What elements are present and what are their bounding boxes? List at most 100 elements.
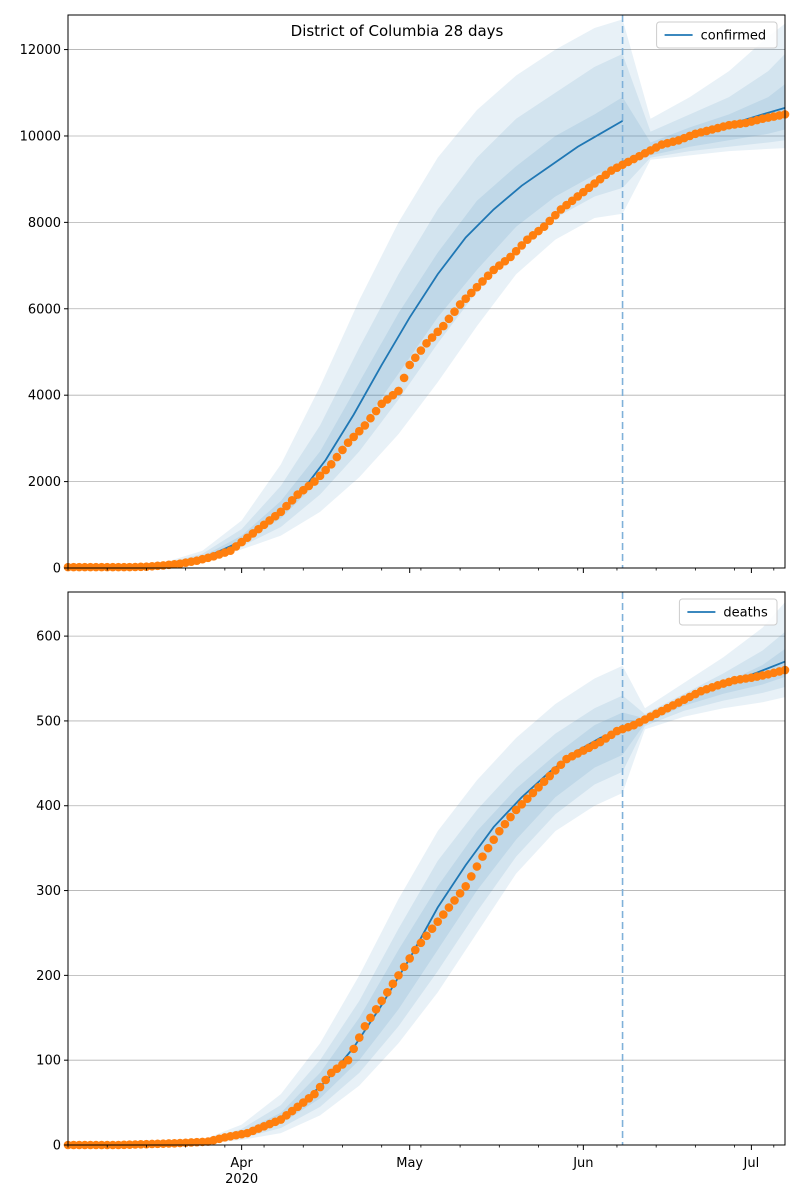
observed-point: [371, 406, 381, 416]
y-tick-label: 100: [36, 1054, 61, 1069]
observed-point: [439, 321, 448, 331]
observed-point: [444, 314, 454, 324]
legend: confirmed: [656, 21, 778, 49]
observed-point: [472, 862, 482, 871]
observed-point: [433, 327, 443, 337]
observed-point: [467, 288, 476, 298]
observed-point: [489, 835, 499, 844]
observed-point: [343, 1055, 353, 1065]
observed-point: [349, 1044, 358, 1054]
observed-point: [332, 452, 342, 462]
observed-point: [483, 843, 493, 853]
observed-point: [455, 889, 465, 898]
observed-point: [310, 1089, 319, 1099]
x-tick-label: Jun: [572, 1156, 593, 1171]
observed-point: [506, 252, 515, 262]
observed-point: [517, 800, 527, 809]
observed-point: [399, 962, 409, 972]
observed-point: [433, 917, 443, 926]
observed-point: [394, 971, 403, 980]
observed-point: [349, 432, 358, 442]
observed-point: [282, 501, 291, 511]
observed-point: [539, 222, 549, 231]
y-tick-label: 8000: [28, 216, 61, 231]
observed-point: [511, 246, 521, 256]
observed-point: [478, 852, 487, 861]
observed-point: [422, 931, 431, 941]
legend-label: confirmed: [701, 29, 767, 44]
x-tick-label: May: [396, 1156, 423, 1171]
confidence-band-outer: [622, 602, 785, 794]
observed-point: [472, 282, 482, 292]
observed-point: [495, 826, 504, 836]
y-tick-label: 2000: [28, 475, 61, 490]
observed-point: [371, 1004, 381, 1014]
y-tick-label: 300: [36, 884, 61, 899]
observed-point: [506, 812, 515, 822]
observed-point: [427, 333, 437, 342]
confidence-band-middle: [622, 631, 785, 772]
confidence-band-outer: [68, 665, 623, 1145]
observed-point: [551, 210, 560, 220]
observed-point: [551, 766, 560, 775]
confidence-band-inner: [68, 97, 623, 568]
observed-point: [450, 307, 459, 316]
x-tick-sublabel: 2020: [225, 1172, 258, 1187]
observed-point: [310, 477, 319, 486]
observed-point: [321, 465, 330, 475]
y-tick-label: 4000: [28, 389, 61, 404]
y-tick-label: 600: [36, 630, 61, 645]
observed-point: [523, 794, 532, 803]
axes-frame: [67, 14, 786, 569]
observed-point: [287, 496, 297, 505]
observed-point: [354, 1033, 364, 1042]
y-tick-label: 6000: [28, 302, 61, 317]
observed-point: [427, 924, 437, 934]
observed-point: [394, 386, 403, 396]
observed-point: [467, 872, 476, 881]
y-tick-label: 0: [53, 562, 61, 577]
observed-point: [343, 438, 353, 448]
observed-point: [511, 805, 521, 815]
observed-point: [422, 339, 431, 348]
observed-point: [483, 271, 493, 280]
x-tick-label: Apr: [230, 1156, 253, 1171]
observed-point: [366, 1013, 375, 1023]
y-tick-label: 0: [53, 1139, 61, 1154]
legend-label: deaths: [723, 606, 768, 621]
chart-title: District of Columbia 28 days: [291, 22, 504, 40]
observed-point: [545, 771, 555, 781]
confidence-band-middle: [622, 53, 785, 188]
observed-point: [461, 882, 471, 891]
y-tick-label: 400: [36, 799, 61, 814]
x-tick-label: Jul: [743, 1156, 760, 1171]
y-tick-label: 12000: [20, 43, 61, 58]
confidence-band-middle: [68, 53, 623, 568]
observed-point: [410, 945, 420, 955]
observed-point: [416, 938, 426, 948]
observed-point: [338, 445, 347, 455]
observed-point: [321, 1075, 330, 1085]
y-tick-label: 200: [36, 969, 61, 984]
observed-point: [439, 910, 448, 919]
observed-point: [410, 353, 420, 363]
observed-point: [315, 471, 325, 481]
observed-point: [545, 216, 555, 226]
observed-point: [450, 896, 459, 905]
observed-point: [444, 903, 454, 912]
observed-point: [276, 507, 286, 517]
observed-point: [461, 294, 471, 304]
legend: deaths: [678, 598, 778, 626]
observed-point: [500, 819, 510, 829]
observed-point: [534, 783, 543, 792]
observed-point: [326, 460, 336, 469]
observed-point: [405, 360, 414, 370]
observed-point: [360, 1021, 370, 1031]
confirmed-panel: 0 2000 4000 6000 8000 10000 12000 confirmed: [20, 14, 790, 577]
observed-point: [399, 373, 409, 383]
observed-point: [455, 300, 465, 309]
observed-point: [354, 426, 364, 436]
observed-point: [382, 988, 392, 997]
observed-point: [388, 979, 398, 989]
observed-point: [405, 954, 414, 963]
